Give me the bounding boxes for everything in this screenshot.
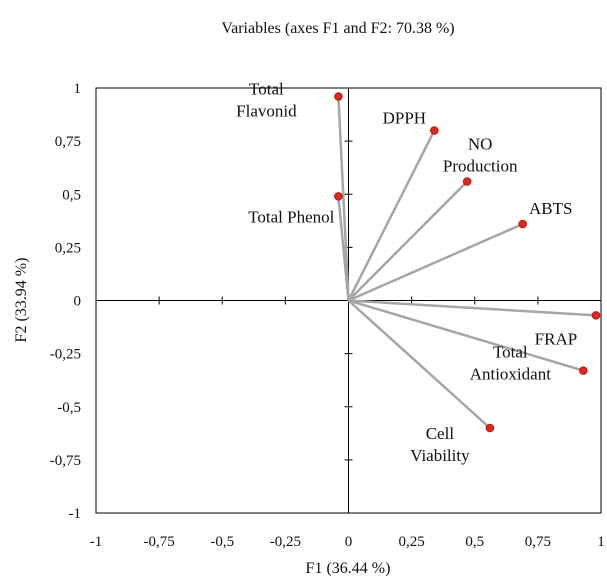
y-tick-label: -0,5 bbox=[57, 400, 81, 416]
vector-line bbox=[337, 196, 350, 301]
variable-label: NO Production bbox=[443, 135, 518, 176]
vector-point bbox=[591, 311, 601, 320]
x-tick-label: -0,75 bbox=[144, 534, 175, 550]
variable-label: ABTS bbox=[529, 199, 572, 218]
x-tick-label: -0,5 bbox=[210, 534, 234, 550]
vector-line bbox=[337, 96, 350, 301]
vector-line bbox=[347, 129, 436, 302]
vector-point bbox=[334, 192, 343, 201]
y-tick-label: -1 bbox=[69, 506, 82, 522]
x-tick-label: 0,75 bbox=[525, 534, 551, 550]
y-tick-label: 1 bbox=[74, 81, 82, 97]
x-axis-label: F1 (36.44 %) bbox=[306, 560, 391, 577]
y-tick-label: -0,25 bbox=[50, 347, 81, 363]
vector-point bbox=[334, 92, 343, 101]
variable-labels: Total Flavonid DPPH NO Production Total Pheno… bbox=[236, 80, 577, 466]
vector-line bbox=[348, 299, 597, 317]
y-tick-label: 0,25 bbox=[55, 240, 81, 256]
y-tick-label: -0,75 bbox=[50, 453, 81, 469]
vector-line bbox=[348, 299, 584, 372]
variable-label: Total Phenol bbox=[248, 207, 334, 226]
x-tick-label: 0 bbox=[345, 534, 353, 550]
vector-line bbox=[347, 299, 491, 429]
variable-label: Total Antioxidant bbox=[470, 343, 551, 384]
y-tick-label: 0,5 bbox=[62, 187, 81, 203]
x-tick-label: -1 bbox=[90, 534, 103, 550]
tick-labels: -1 -0,75 -0,5 -0,25 0 0,25 0,5 0,75 1 -1 -0,75 -0,5… bbox=[50, 81, 605, 550]
chart-title: Variables (axes F1 and F2: 70.38 %) bbox=[221, 20, 454, 37]
x-tick-label: 1 bbox=[597, 534, 605, 550]
variable-label: Total Flavonid bbox=[236, 80, 297, 121]
vector-point bbox=[518, 219, 528, 229]
x-tick-label: -0,25 bbox=[270, 534, 301, 550]
x-tick-label: 0,5 bbox=[465, 534, 484, 550]
y-tick-label: 0,75 bbox=[55, 134, 81, 150]
vector-line bbox=[347, 222, 524, 302]
variable-vectors bbox=[334, 92, 601, 433]
vector-point bbox=[485, 423, 495, 433]
variable-label: DPPH bbox=[383, 109, 426, 128]
y-tick-label: 0 bbox=[74, 294, 82, 310]
vector-line bbox=[347, 180, 469, 302]
vector-point bbox=[462, 177, 472, 186]
variable-label: Cell Viability bbox=[410, 424, 470, 465]
vector-point bbox=[579, 366, 588, 375]
x-tick-label: 0,25 bbox=[399, 534, 425, 550]
vector-point bbox=[430, 126, 439, 135]
variable-label: FRAP bbox=[535, 329, 578, 348]
y-axis-label: F2 (33.94 %) bbox=[13, 258, 30, 343]
